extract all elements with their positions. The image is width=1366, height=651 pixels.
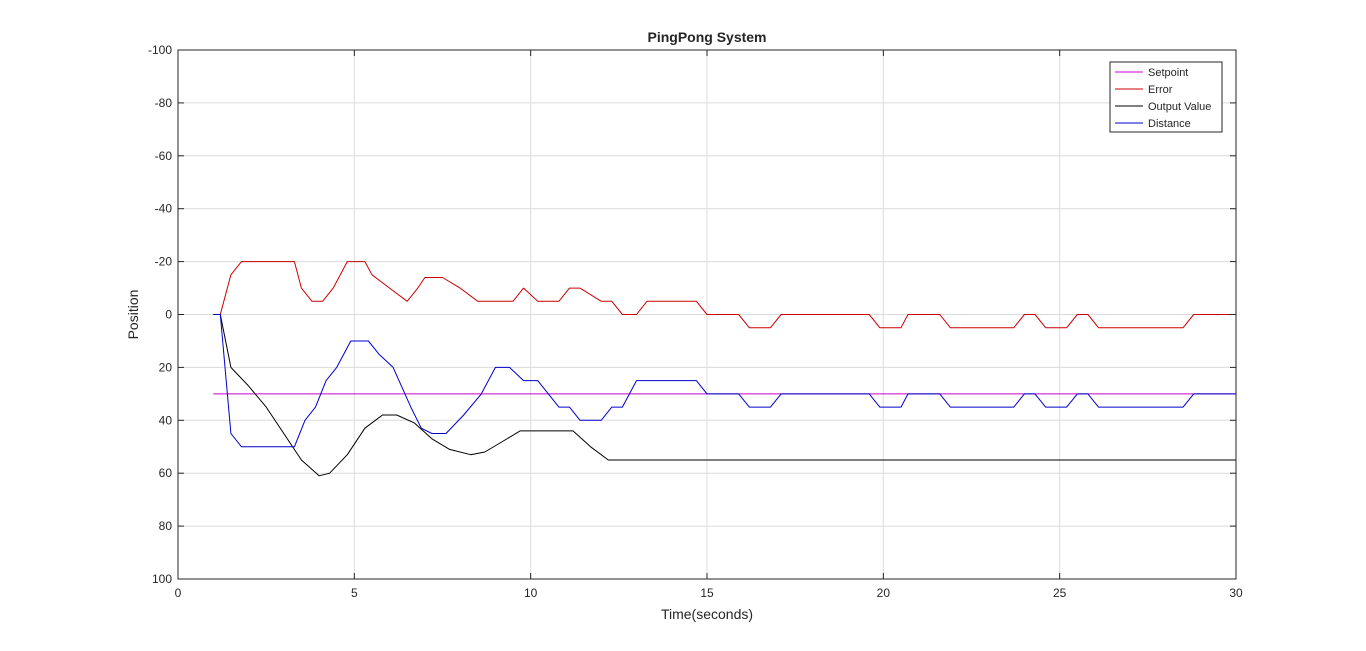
series-line-distance [213,314,1236,448]
series-line-error [213,261,1236,329]
y-tick-label: 0 [165,308,172,322]
x-tick-label: 15 [700,586,714,600]
y-tick-label: -80 [155,96,173,110]
y-tick-label: -40 [155,202,173,216]
y-tick-label: 80 [159,519,173,533]
y-tick-label: -100 [148,43,172,57]
x-tick-label: 30 [1229,586,1243,600]
chart-title: PingPong System [647,29,766,45]
y-tick-label: 40 [159,413,173,427]
y-tick-label: 100 [152,572,172,586]
x-tick-label: 0 [175,586,182,600]
x-axis-label: Time(seconds) [661,606,753,622]
y-tick-label: 60 [159,466,173,480]
y-tick-label: 20 [159,360,173,374]
y-tick-label: -60 [155,149,173,163]
y-tick-label: -20 [155,255,173,269]
legend-entry-label: Setpoint [1148,67,1188,79]
series-lines [213,261,1236,477]
x-tick-label: 5 [351,586,358,600]
x-tick-label: 10 [524,586,538,600]
x-tick-label: 25 [1053,586,1067,600]
legend-box [1109,61,1223,133]
legend-entry-label: Distance [1148,118,1191,130]
legend-entry-label: Error [1148,84,1173,96]
axis-ticks: 0 5 10 15 20 25 30 -100 -80 -60 -40 -20 0 20 40 60 80 100 [148,43,1243,600]
legend-entry-label: Output Value [1148,101,1211,113]
x-tick-label: 20 [877,586,891,600]
y-axis-label: Position [125,290,141,340]
series-line-output-value [213,314,1236,477]
legend: Setpoint Error Output Value Distance [1109,61,1223,133]
